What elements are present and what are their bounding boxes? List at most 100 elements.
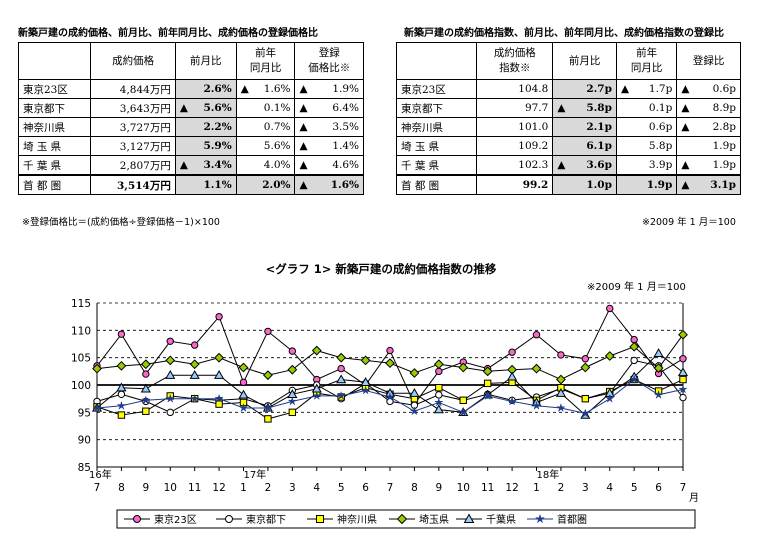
data-point bbox=[238, 362, 249, 373]
data-point bbox=[336, 374, 347, 384]
legend-label: 埼玉県 bbox=[419, 513, 449, 526]
right-table-cell-c2: 1.0p bbox=[552, 174, 617, 195]
legend-label: 千葉県 bbox=[486, 513, 516, 526]
up-triangle-icon: ▲ bbox=[681, 159, 690, 171]
left-table-cell-c4: ▲ 3.5% bbox=[294, 117, 364, 137]
data-point bbox=[409, 387, 420, 397]
right-table-title: 新築戸建の成約価格指数、前月比、前年同月比、成約価格指数の登録比 bbox=[404, 28, 724, 39]
data-point bbox=[409, 368, 420, 378]
data-point bbox=[508, 348, 516, 356]
x-tick-label: 7 bbox=[94, 482, 101, 494]
data-point bbox=[288, 408, 297, 417]
right-table-cell-c2: 2.7p bbox=[552, 79, 617, 99]
left-table-cell-c4: ▲ 1.4% bbox=[294, 136, 364, 156]
data-point bbox=[433, 359, 444, 370]
x-tick-label: 3 bbox=[289, 482, 296, 494]
left-table-cell-c4: ▲ 6.4% bbox=[294, 98, 364, 118]
legend-label: 東京23区 bbox=[154, 513, 197, 526]
data-point bbox=[142, 407, 150, 415]
right-table-header-4: 登録比 bbox=[676, 42, 741, 80]
data-point bbox=[555, 387, 566, 397]
left-table-cell-c3: 0.1% bbox=[235, 98, 296, 118]
legend-label: 神奈川県 bbox=[337, 513, 377, 526]
data-point bbox=[287, 364, 298, 375]
left-table-header-1: 成約価格 bbox=[90, 42, 176, 80]
data-point bbox=[215, 312, 223, 321]
y-tick-label: 110 bbox=[71, 325, 91, 337]
x-tick-label: 9 bbox=[435, 482, 442, 494]
data-point bbox=[580, 362, 591, 373]
chart-title: <グラフ 1> 新築戸建の成約価格指数の推移 bbox=[266, 262, 497, 276]
left-table-cell-c3: ▲ 1.6% bbox=[235, 79, 296, 99]
up-triangle-icon: ▲ bbox=[179, 159, 188, 171]
left-table: 成約価格 前月比 前年 同月比 登録 価格比※ 東京23区 4,844万円 2.6% ▲ 1.6% ▲… bbox=[17, 42, 364, 195]
right-table-row: 埼 玉 県 109.2 6.1p 5.8p 1.9p bbox=[395, 136, 741, 156]
right-table-cell-c2: 6.1p bbox=[552, 136, 617, 156]
left-table-cell-c3: 2.0% bbox=[235, 174, 296, 195]
data-point bbox=[630, 356, 638, 365]
data-point bbox=[482, 366, 493, 377]
left-table-header-4: 登録 価格比※ bbox=[294, 42, 364, 80]
up-triangle-icon: ▲ bbox=[179, 102, 188, 114]
right-table-cell-c2: ▲ 3.6p bbox=[552, 155, 617, 176]
legend-marker bbox=[463, 513, 475, 523]
data-point bbox=[581, 394, 590, 403]
left-table-region-name: 千 葉 県 bbox=[17, 155, 92, 176]
data-point bbox=[679, 355, 687, 363]
data-point bbox=[287, 396, 298, 406]
right-table-cell-c1: 97.7 bbox=[476, 98, 554, 118]
data-point bbox=[337, 364, 345, 373]
data-point bbox=[677, 367, 689, 377]
data-point bbox=[581, 355, 590, 363]
legend-marker bbox=[534, 513, 546, 524]
left-table-total-row: 首 都 圏 3,514万円 1.1% 2.0% ▲ 1.6% bbox=[17, 174, 364, 195]
right-table-note: ※2009 年 1 月＝100 bbox=[642, 217, 736, 228]
data-point bbox=[507, 371, 518, 381]
data-point bbox=[214, 393, 224, 403]
data-point bbox=[166, 408, 174, 417]
data-point bbox=[360, 385, 371, 395]
y-tick-label: 105 bbox=[71, 353, 91, 365]
x-tick-label: 2 bbox=[558, 482, 565, 494]
data-point bbox=[116, 382, 127, 392]
left-table-header-3: 前年 同月比 bbox=[235, 42, 296, 80]
right-table-cell-c3: 1.9p bbox=[615, 174, 678, 195]
right-table-region-name: 東京23区 bbox=[395, 79, 478, 99]
right-table-header-2: 前月比 bbox=[552, 42, 617, 80]
chart-annotation: ※2009 年 1 月＝100 bbox=[587, 280, 686, 293]
data-point bbox=[116, 360, 127, 371]
data-point bbox=[92, 363, 102, 374]
data-point bbox=[604, 351, 615, 361]
x-tick-label: 10 bbox=[164, 482, 177, 494]
left-table-cell-c2: ▲ 5.6% bbox=[174, 98, 237, 118]
year-label: 17年 bbox=[244, 468, 267, 481]
up-triangle-icon: ▲ bbox=[681, 179, 690, 191]
left-table-note: ※登録価格比＝(成約価格÷登録価格－1)×100 bbox=[22, 217, 220, 228]
data-point bbox=[435, 384, 443, 392]
data-point bbox=[629, 374, 640, 384]
data-point bbox=[531, 400, 542, 410]
data-point bbox=[189, 359, 200, 370]
data-point bbox=[288, 347, 297, 355]
up-triangle-icon: ▲ bbox=[557, 159, 566, 171]
x-unit-label: 月 bbox=[689, 492, 699, 504]
right-table-cell-c3: 0.1p bbox=[615, 98, 678, 118]
data-point bbox=[435, 391, 443, 399]
data-point bbox=[557, 351, 565, 359]
x-tick-label: 1 bbox=[533, 482, 540, 494]
data-point bbox=[117, 411, 126, 419]
data-point bbox=[214, 369, 225, 379]
left-table-region-name: 首 都 圏 bbox=[17, 174, 92, 195]
right-table-cell-c2: ▲ 5.8p bbox=[552, 98, 617, 118]
x-tick-label: 7 bbox=[680, 482, 687, 494]
data-point bbox=[556, 402, 566, 413]
up-triangle-icon: ▲ bbox=[620, 83, 630, 95]
data-point bbox=[238, 389, 249, 399]
right-table-cell-c3: ▲ 1.7p bbox=[615, 79, 678, 99]
x-tick-label: 11 bbox=[481, 482, 494, 494]
legend-marker bbox=[316, 515, 324, 523]
left-table-cell-c1: 3,127万円 bbox=[90, 136, 176, 156]
x-tick-label: 1 bbox=[240, 482, 247, 494]
right-table-header-3: 前年 同月比 bbox=[615, 42, 678, 80]
legend-marker bbox=[133, 515, 141, 523]
